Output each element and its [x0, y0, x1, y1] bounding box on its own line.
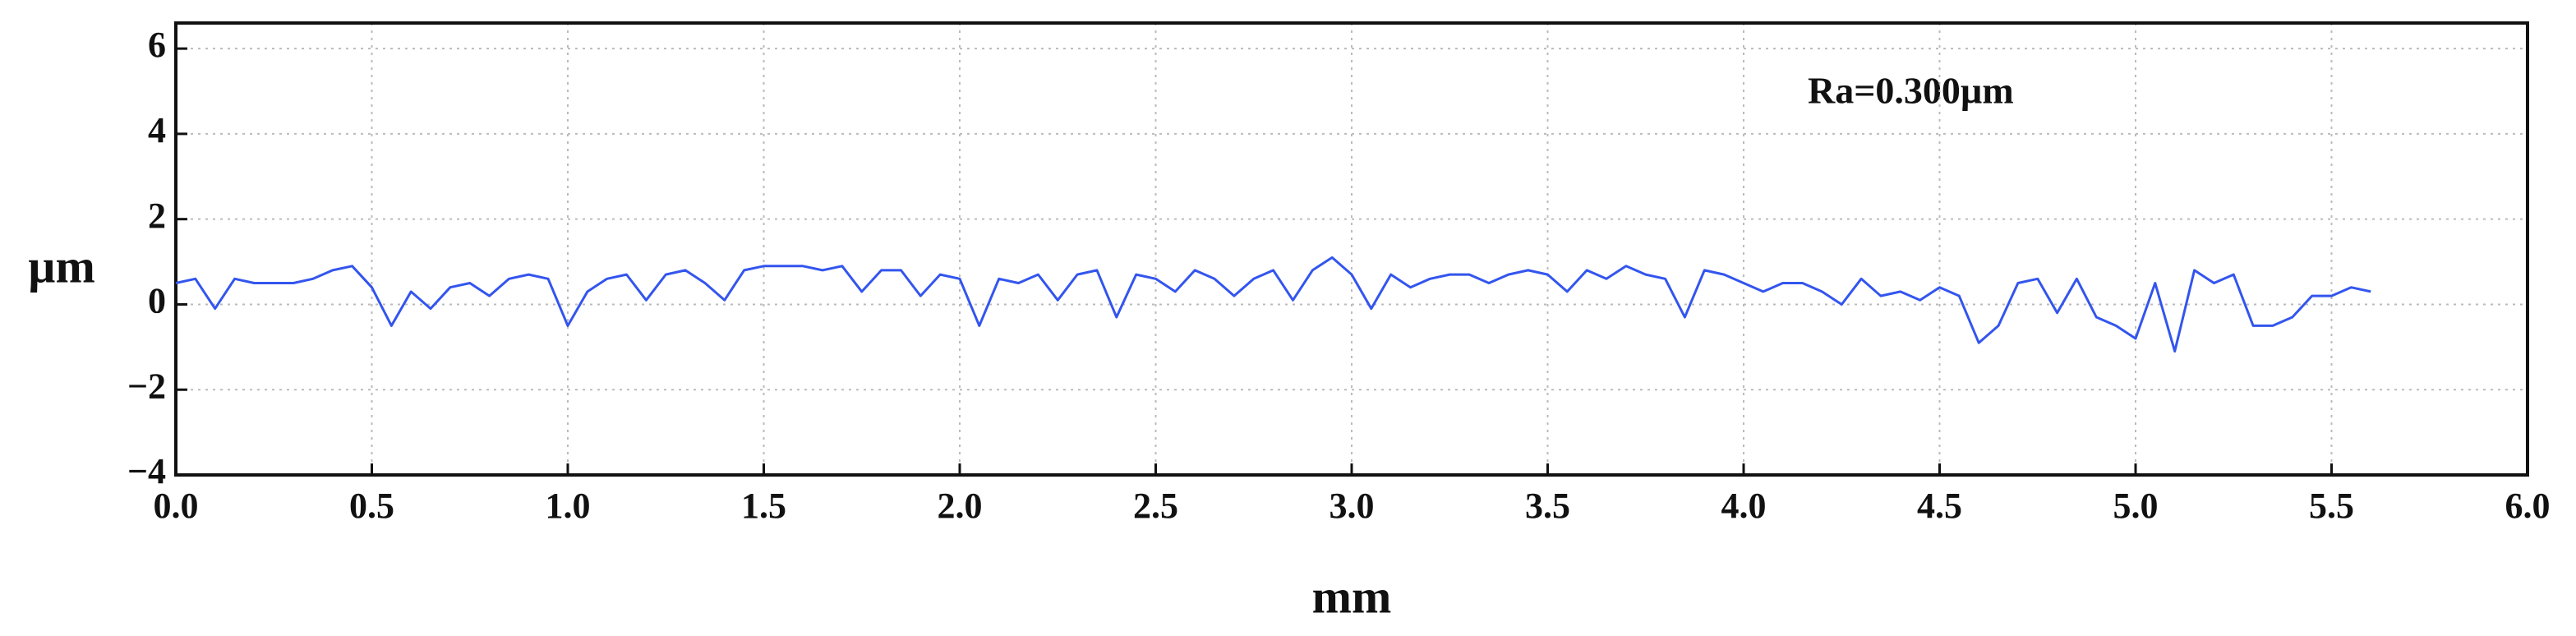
- y-tick-label: 6: [148, 25, 166, 65]
- x-tick-label: 5.5: [2309, 486, 2354, 526]
- y-axis-label: µm: [28, 239, 95, 293]
- x-tick-label: 4.5: [1917, 486, 1962, 526]
- x-tick-label: 6.0: [2505, 486, 2551, 526]
- annotation: Ra=0.300µm: [1808, 70, 2014, 112]
- y-tick-label: −4: [127, 451, 166, 491]
- y-tick-label: 4: [148, 110, 166, 150]
- x-axis-label: mm: [1312, 569, 1392, 623]
- x-tick-label: 0.5: [349, 486, 394, 526]
- x-tick-label: 3.5: [1525, 486, 1570, 526]
- x-tick-label: 5.0: [2113, 486, 2159, 526]
- x-tick-label: 2.5: [1133, 486, 1178, 526]
- profile-line: [175, 256, 2371, 353]
- y-tick-label: −2: [127, 366, 166, 406]
- plot-frame: [174, 21, 2529, 477]
- x-tick-label: 4.0: [1721, 486, 1767, 526]
- y-tick-label: 0: [148, 281, 166, 321]
- x-tick-label: 2.0: [938, 486, 983, 526]
- x-tick-label: 3.0: [1329, 486, 1375, 526]
- x-tick-label: 1.5: [741, 486, 786, 526]
- y-tick-label: 2: [148, 196, 166, 236]
- x-tick-label: 1.0: [546, 486, 591, 526]
- x-tick-label: 0.0: [154, 486, 199, 526]
